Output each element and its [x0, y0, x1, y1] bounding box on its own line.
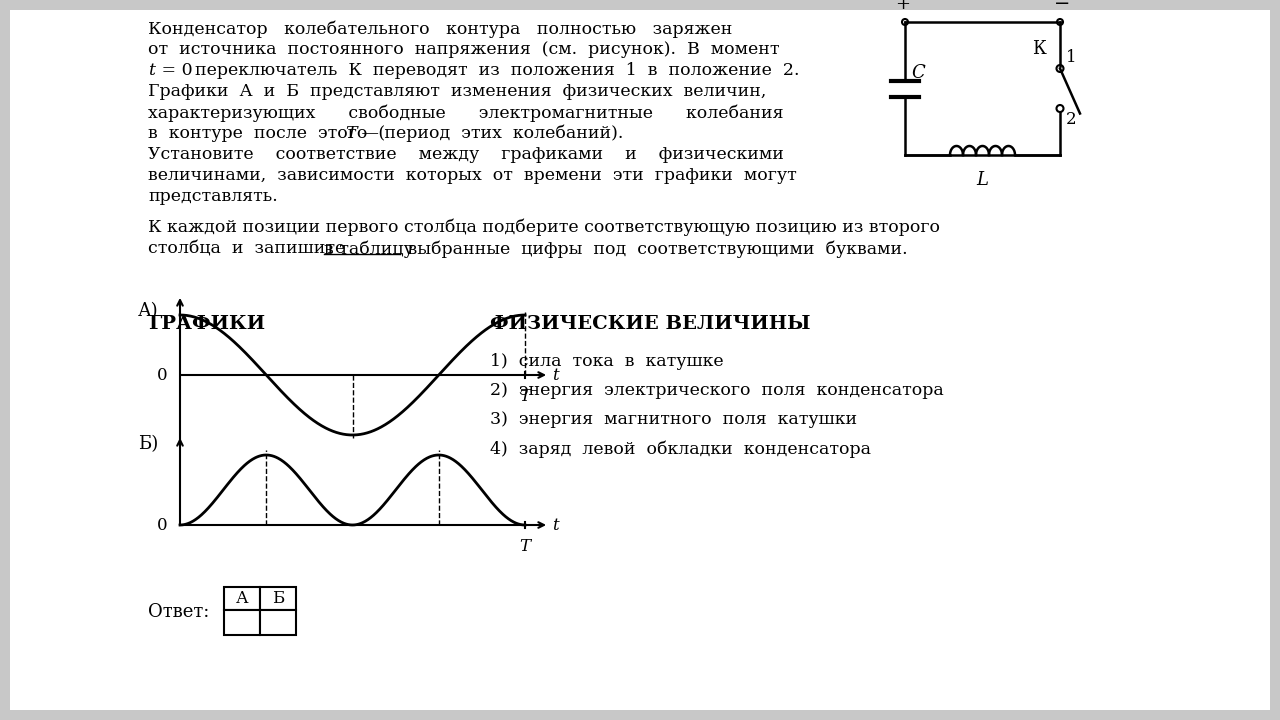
- Text: характеризующих      свободные      электромагнитные      колебания: характеризующих свободные электромагнитн…: [148, 104, 783, 122]
- Text: ФИЗИЧЕСКИЕ ВЕЛИЧИНЫ: ФИЗИЧЕСКИЕ ВЕЛИЧИНЫ: [490, 315, 810, 333]
- Bar: [224, 610, 260, 635]
- Bar: [260, 610, 296, 635]
- Bar: [224, 587, 260, 610]
- Text: ГРАФИКИ: ГРАФИКИ: [148, 315, 265, 333]
- Text: от  источника  постоянного  напряжения  (см.  рисунок).  В  момент: от источника постоянного напряжения (см.…: [148, 41, 780, 58]
- Text: T: T: [520, 538, 531, 555]
- Bar: [260, 587, 296, 610]
- Text: переключатель  К  переводят  из  положения  1  в  положение  2.: переключатель К переводят из положения 1…: [184, 62, 800, 79]
- Text: выбранные  цифры  под  соответствующими  буквами.: выбранные цифры под соответствующими бук…: [402, 240, 908, 258]
- Text: 2)  энергия  электрического  поля  конденсатора: 2) энергия электрического поля конденсат…: [490, 382, 943, 399]
- Text: А): А): [138, 302, 159, 320]
- Text: = 0: = 0: [156, 62, 192, 79]
- Text: в таблицу: в таблицу: [324, 240, 413, 258]
- Text: Конденсатор   колебательного   контура   полностью   заряжен: Конденсатор колебательного контура полно…: [148, 20, 732, 37]
- Text: −: −: [1053, 0, 1070, 13]
- Text: Ответ:: Ответ:: [148, 603, 210, 621]
- Text: К: К: [1032, 40, 1046, 58]
- Text: представлять.: представлять.: [148, 188, 278, 205]
- Text: Б: Б: [271, 590, 284, 607]
- Text: А: А: [236, 590, 248, 607]
- Text: 0: 0: [156, 366, 166, 384]
- Text: К каждой позиции первого столбца подберите соответствующую позицию из второго: К каждой позиции первого столбца подбери…: [148, 219, 940, 236]
- Text: t: t: [552, 516, 558, 534]
- Text: 2: 2: [1066, 112, 1076, 128]
- Text: 3)  энергия  магнитного  поля  катушки: 3) энергия магнитного поля катушки: [490, 411, 858, 428]
- Text: 1)  сила  тока  в  катушке: 1) сила тока в катушке: [490, 353, 723, 370]
- Text: t: t: [552, 366, 558, 384]
- Text: C: C: [911, 65, 924, 83]
- Text: 4)  заряд  левой  обкладки  конденсатора: 4) заряд левой обкладки конденсатора: [490, 440, 870, 457]
- Text: T: T: [346, 125, 357, 142]
- Text: Б): Б): [138, 435, 159, 453]
- Text: +: +: [896, 0, 910, 13]
- Text: Установите    соответствие    между    графиками    и    физическими: Установите соответствие между графиками …: [148, 146, 783, 163]
- Text: в  контуре  после  этого  (: в контуре после этого (: [148, 125, 385, 142]
- Text: столбца  и  запишите: столбца и запишите: [148, 240, 356, 257]
- Text: — период  этих  колебаний).: — период этих колебаний).: [356, 125, 623, 143]
- Text: 0: 0: [156, 516, 166, 534]
- Text: 1: 1: [1066, 48, 1076, 66]
- Text: Графики  А  и  Б  представляют  изменения  физических  величин,: Графики А и Б представляют изменения физ…: [148, 83, 767, 100]
- Text: величинами,  зависимости  которых  от  времени  эти  графики  могут: величинами, зависимости которых от време…: [148, 167, 796, 184]
- Text: T: T: [520, 388, 531, 405]
- Text: t: t: [148, 62, 155, 79]
- Text: L: L: [977, 171, 988, 189]
